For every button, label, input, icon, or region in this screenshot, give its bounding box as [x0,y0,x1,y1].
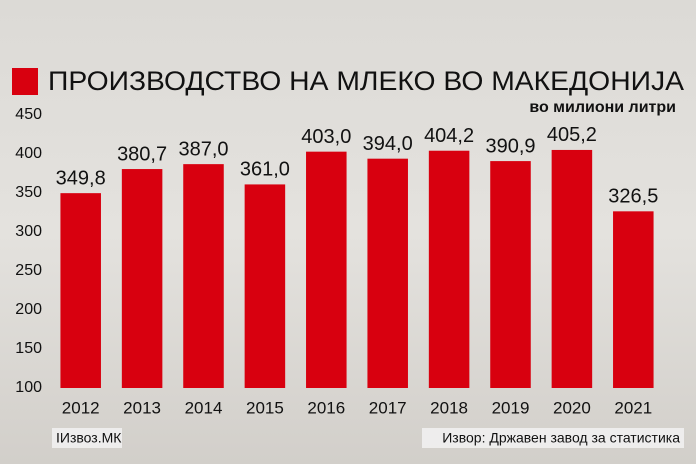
footer-left: IИзвоз.МК [56,430,122,446]
y-tick-label: 400 [15,145,42,162]
bar [613,211,654,388]
y-tick-label: 250 [15,262,42,279]
value-label: 390,9 [485,135,535,157]
bar [367,158,408,388]
value-label: 326,5 [608,186,658,208]
title-marker [12,68,38,95]
value-label: 405,2 [547,124,597,146]
bar [121,169,163,388]
x-tick-label: 2017 [369,398,407,417]
x-tick-label: 2016 [307,398,345,417]
chart-title: ПРОИЗВОДСТВО НА МЛЕКО ВО МАКЕДОНИЈА [48,66,684,96]
y-tick-label: 350 [15,184,42,201]
x-tick-label: 2018 [430,398,468,417]
x-tick-label: 2019 [492,398,530,417]
x-tick-label: 2012 [62,398,100,417]
bar [183,164,224,388]
bar [60,193,101,388]
y-tick-label: 450 [15,106,42,123]
y-tick-label: 200 [15,301,42,318]
bar [306,151,347,388]
x-tick-label: 2021 [614,398,652,417]
x-tick-label: 2015 [246,398,284,417]
value-label: 361,0 [240,159,290,181]
y-tick-label: 150 [15,340,42,357]
source: Извор: Државен завод за статистика [442,430,680,446]
bar [428,150,470,388]
y-tick-label: 300 [15,223,42,240]
footer-box [52,428,122,448]
value-label: 380,7 [117,143,167,165]
chart-subtitle: во милиони литри [529,99,676,116]
bar [490,161,531,388]
x-tick-label: 2013 [123,398,161,417]
value-label: 349,8 [56,167,106,189]
value-label: 394,0 [363,133,413,155]
y-tick-label: 100 [15,379,42,396]
source-box [422,428,684,448]
value-label: 404,2 [424,125,474,147]
value-label: 387,0 [178,138,228,160]
x-tick-label: 2020 [553,398,591,417]
value-label: 403,0 [301,126,351,148]
bar [244,184,286,388]
x-tick-label: 2014 [185,398,223,417]
bar [551,149,593,388]
